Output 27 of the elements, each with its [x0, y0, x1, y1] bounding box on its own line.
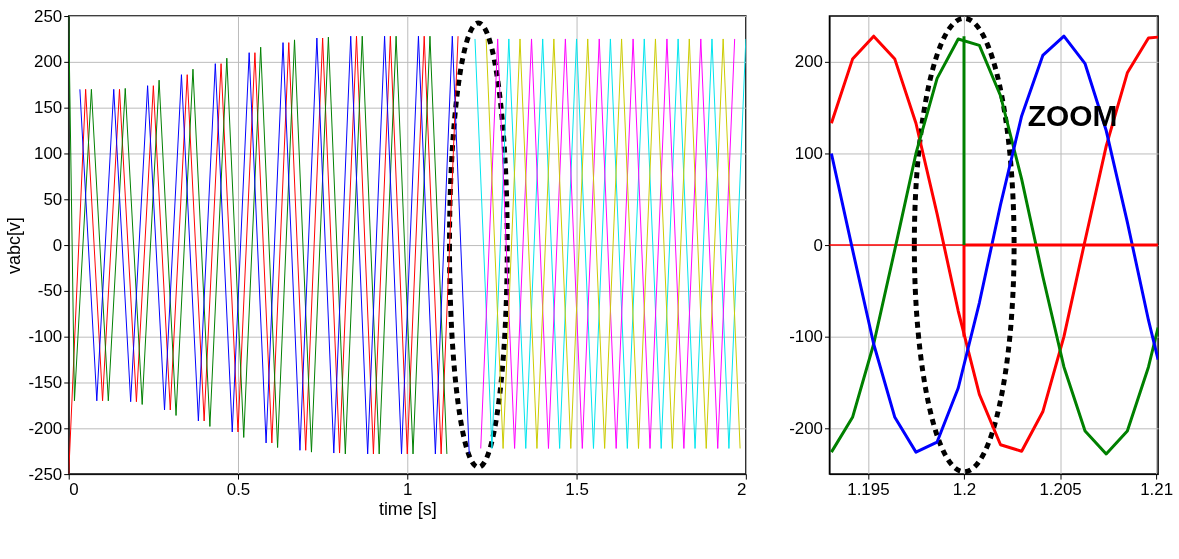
x-tick-label: 1.195: [847, 479, 890, 499]
y-tick-label: 150: [34, 98, 63, 118]
y-tick-label: -250: [28, 464, 63, 484]
x-tick-label: 0.5: [226, 479, 251, 499]
x-tick-label: 1: [403, 479, 413, 499]
y-tick-label: 100: [794, 143, 824, 163]
x-tick-label: 2: [736, 479, 747, 499]
y-tick-label: 100: [34, 143, 63, 163]
x-tick-label: 1.2: [952, 479, 977, 499]
y-tick-label: -50: [37, 281, 63, 301]
x-tick-label: 0: [69, 479, 79, 499]
y-tick-label: -200: [789, 418, 824, 438]
y-tick-label: 0: [813, 235, 824, 255]
y-tick-label: -100: [28, 327, 63, 347]
x-tick-label: 1.205: [1039, 479, 1082, 499]
y-axis-title: vabc[v]: [4, 217, 25, 274]
y-tick-label: -200: [28, 418, 63, 438]
y-tick-label: 0: [52, 235, 63, 255]
y-tick-label: 250: [34, 6, 63, 26]
y-tick-label: 50: [43, 189, 63, 209]
x-tick-label: 1.5: [565, 479, 589, 499]
y-tick-label: 200: [794, 52, 824, 72]
y-tick-label: -150: [28, 372, 63, 392]
y-tick-label: -100: [789, 327, 824, 347]
x-axis-title: time [s]: [378, 499, 437, 520]
y-tick-label: 200: [34, 52, 63, 72]
x-tick-label: 1.21: [1140, 479, 1174, 499]
